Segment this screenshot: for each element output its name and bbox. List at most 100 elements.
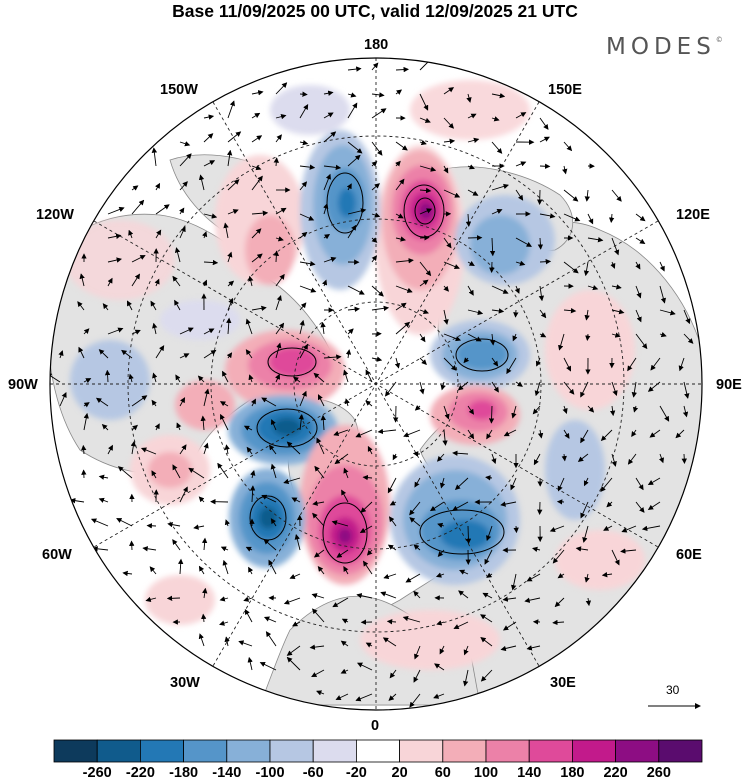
wind-vector: [336, 549, 349, 558]
wind-vector: [347, 224, 357, 239]
wind-vector: [343, 467, 349, 479]
wind-vector: [347, 92, 357, 98]
lon-label-180: 180: [364, 37, 389, 53]
wind-vector: [414, 404, 421, 411]
wind-vector: [227, 251, 233, 263]
wind-vector: [131, 255, 146, 263]
wind-vector: [371, 160, 378, 167]
wind-vector: [270, 463, 277, 479]
wind-vector: [557, 477, 565, 492]
wind-vector: [419, 279, 429, 287]
wind-vector: [98, 497, 109, 503]
colorbar-bin: [53, 739, 98, 763]
wind-vector: [419, 208, 433, 215]
wind-vector: [149, 566, 157, 575]
wind-vector: [587, 213, 594, 225]
wind-vector: [620, 548, 637, 554]
anomaly-fields: [65, 80, 645, 670]
colorbar-bin: [269, 739, 314, 763]
wind-vector: [198, 174, 205, 191]
wind-vector: [227, 209, 239, 215]
wind-vector: [172, 275, 181, 287]
wind-vector: [126, 300, 133, 311]
wind-vector: [107, 206, 125, 215]
wind-vector: [202, 587, 208, 599]
wind-vector: [563, 357, 572, 372]
wind-vector: [467, 429, 475, 440]
wind-vector: [433, 693, 445, 699]
wind-vector: [436, 620, 445, 626]
wind-vector: [219, 620, 229, 626]
wind-vector: [174, 299, 181, 311]
wind-vector: [356, 662, 373, 671]
wind-vector: [515, 189, 524, 201]
wind-vector: [275, 114, 287, 120]
wind-vector: [323, 90, 334, 96]
colorbar-tick-label: 20: [391, 765, 408, 781]
wind-vector: [245, 349, 253, 359]
wind-vector: [552, 549, 565, 564]
wind-vector: [587, 285, 599, 291]
wind-vector: [268, 444, 277, 455]
wind-vector: [203, 388, 210, 407]
wind-vector: [152, 372, 158, 383]
wind-vector: [489, 237, 496, 257]
wind-vector: [155, 204, 170, 215]
wind-vector: [539, 309, 547, 319]
wind-vector: [452, 450, 469, 456]
wind-vector: [275, 342, 282, 359]
wind-vector: [539, 117, 549, 130]
wind-vector: [437, 522, 445, 528]
wind-vector: [309, 644, 325, 650]
wind-vector: [584, 189, 590, 202]
wind-vector: [347, 154, 361, 167]
wind-vector: [356, 593, 373, 599]
wind-vector: [371, 62, 379, 71]
wind-vector: [83, 378, 92, 384]
wind-vector: [600, 477, 613, 492]
lon-label-0: 0: [371, 718, 380, 734]
wind-vector: [539, 213, 556, 219]
wind-vector: [395, 213, 404, 219]
wind-vector: [515, 381, 523, 387]
colorbar-tick-label: 220: [603, 765, 628, 781]
wind-vector: [627, 357, 637, 372]
wind-vector: [313, 372, 325, 383]
contours: [249, 172, 509, 564]
wind-vector: [371, 141, 383, 156]
wind-vector: [142, 546, 157, 552]
wind-vector: [299, 319, 305, 335]
wind-vector: [299, 164, 316, 170]
wind-vector: [131, 185, 139, 191]
wind-vector: [535, 357, 541, 367]
wind-vector: [323, 256, 337, 263]
wind-vector: [647, 501, 661, 510]
colorbar-tick-label: -20: [345, 765, 367, 781]
wind-vector: [273, 250, 280, 263]
wind-vector: [316, 690, 325, 696]
wind-vector: [515, 237, 532, 247]
wind-vector: [154, 278, 160, 287]
wind-vector: [259, 662, 277, 671]
wind-vector: [275, 295, 282, 311]
wind-vector: [635, 261, 641, 270]
wind-vector: [179, 226, 186, 239]
wind-vector: [387, 477, 397, 494]
wind-vector: [347, 328, 354, 335]
colorbar-bin: [399, 739, 444, 763]
wind-vector: [289, 573, 301, 579]
reference-vector-label: 30: [666, 683, 680, 697]
wind-vector: [515, 161, 527, 167]
colorbar-bin: [528, 739, 573, 763]
wind-vector: [414, 477, 421, 488]
wind-vector: [312, 512, 325, 527]
wind-vector: [323, 203, 329, 215]
wind-vector: [366, 549, 373, 556]
wind-vector: [371, 237, 378, 243]
wind-vector: [222, 370, 229, 383]
wind-vector: [275, 207, 287, 215]
wind-vector: [347, 306, 360, 312]
wind-vector: [419, 117, 431, 123]
wind-vector: [419, 333, 426, 343]
wind-vector: [611, 453, 617, 467]
